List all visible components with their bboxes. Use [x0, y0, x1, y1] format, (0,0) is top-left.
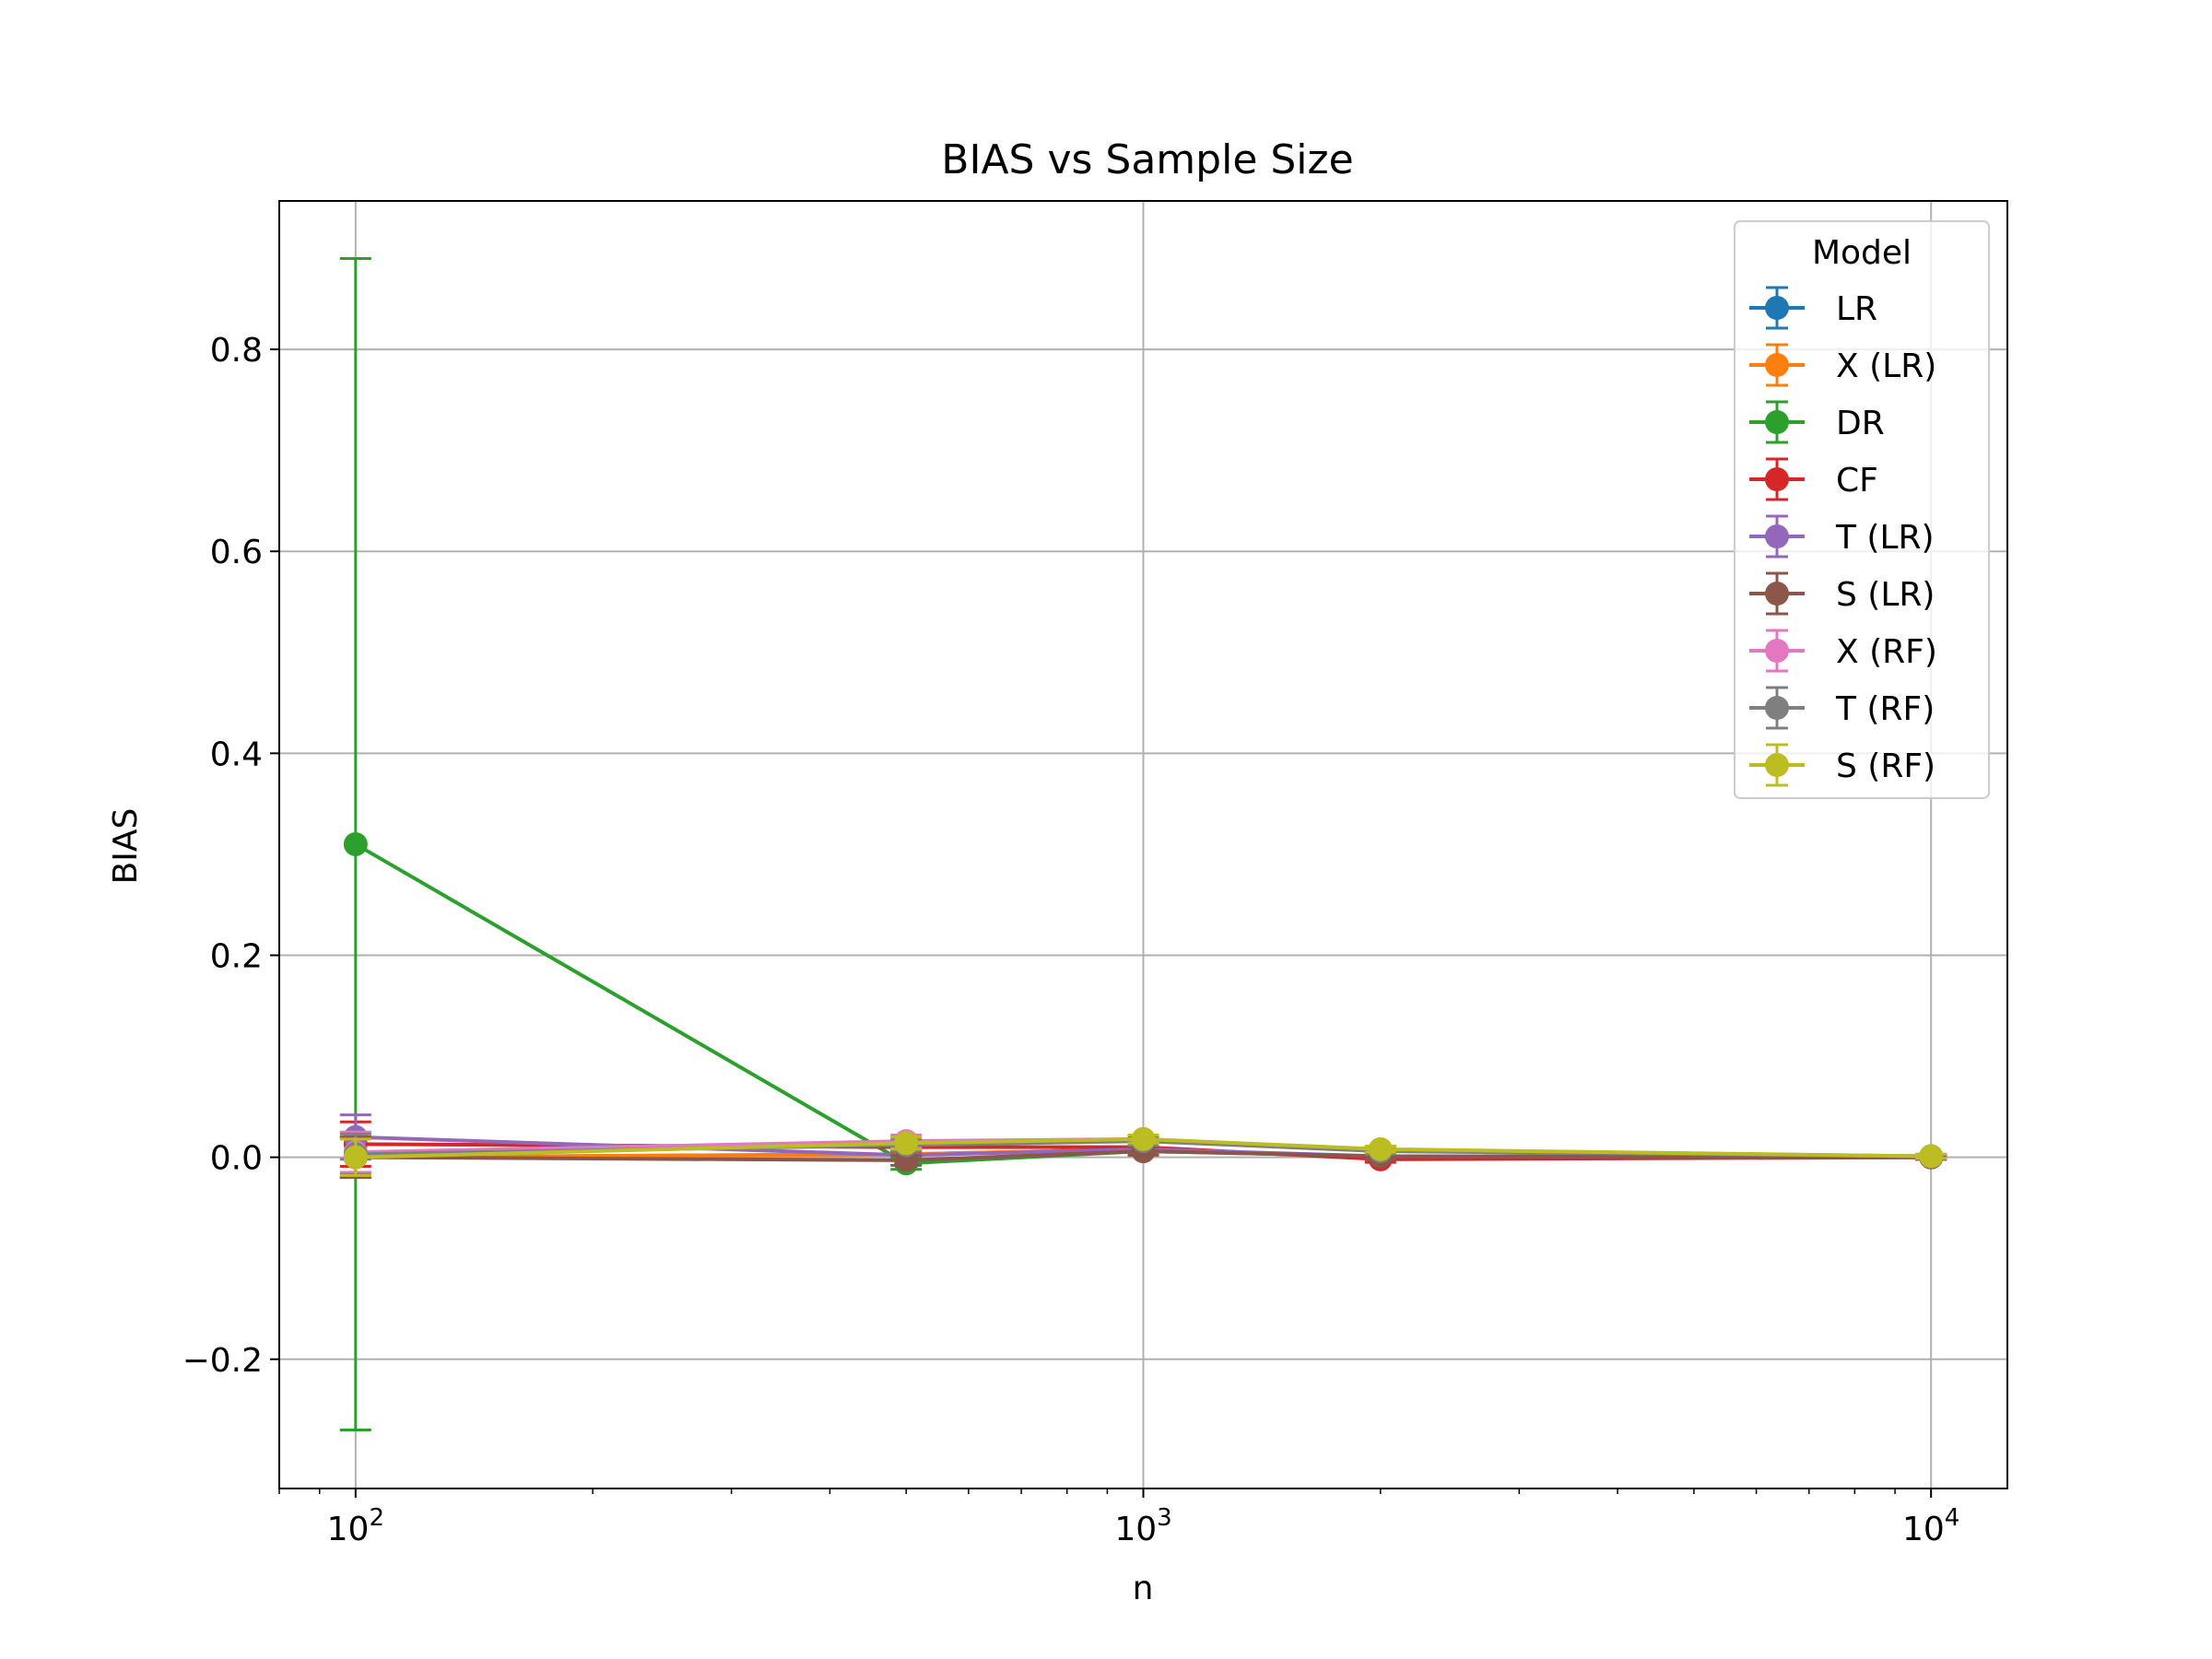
legend-label: S (RF): [1836, 747, 1936, 785]
legend-item: T (RF): [1749, 686, 1935, 730]
y-tick-label: 0.2: [210, 937, 263, 975]
y-tick-label: 0.0: [210, 1140, 263, 1178]
legend-label: LR: [1836, 290, 1877, 328]
data-point: [1131, 1126, 1156, 1151]
x-tick-label: 103: [1114, 1504, 1171, 1548]
legend-label: S (LR): [1836, 576, 1935, 614]
chart-title: BIAS vs Sample Size: [941, 136, 1353, 183]
legend: Model LR X (LR) DR CF T (LR) S (LR) X (RF) T (RF…: [1734, 220, 1990, 799]
series-s-rf: [339, 1126, 1947, 1177]
data-point: [1919, 1144, 1944, 1169]
legend-title: Model: [1812, 234, 1912, 272]
x-axis: 102 103 104: [278, 1488, 1959, 1548]
x-tick-base: 10: [1114, 1511, 1157, 1548]
series-layer: [339, 256, 1947, 1431]
legend-item: X (LR): [1749, 343, 1936, 387]
data-point: [343, 1145, 368, 1170]
legend-item: S (LR): [1749, 571, 1935, 616]
data-point: [894, 1131, 919, 1156]
legend-label: T (RF): [1835, 690, 1935, 728]
y-tick-label: 0.8: [210, 332, 263, 370]
legend-marker: [1765, 639, 1789, 663]
legend-label: T (LR): [1835, 519, 1935, 557]
legend-marker: [1765, 524, 1789, 548]
legend-marker: [1765, 467, 1789, 491]
x-axis-label: n: [1133, 1570, 1154, 1607]
y-tick-label: 0.6: [210, 534, 263, 571]
x-tick-label: 104: [1902, 1504, 1959, 1548]
legend-label: CF: [1836, 462, 1878, 500]
legend-marker: [1765, 296, 1789, 320]
y-tick-label: −0.2: [182, 1342, 263, 1380]
data-point: [1368, 1136, 1393, 1161]
x-tick-base: 10: [327, 1511, 370, 1548]
x-tick-exponent: 2: [369, 1504, 384, 1532]
legend-label: X (LR): [1836, 347, 1936, 385]
x-tick-base: 10: [1902, 1511, 1945, 1548]
legend-marker: [1765, 582, 1789, 606]
legend-marker: [1765, 353, 1789, 377]
legend-item: X (RF): [1749, 629, 1937, 673]
y-tick-label: 0.4: [210, 735, 263, 773]
x-tick-exponent: 4: [1945, 1504, 1960, 1532]
legend-item: CF: [1749, 457, 1878, 501]
data-point: [343, 831, 368, 856]
legend-marker: [1765, 410, 1789, 434]
legend-item: LR: [1749, 286, 1877, 330]
x-tick-exponent: 3: [1157, 1504, 1172, 1532]
x-tick-label: 102: [327, 1504, 384, 1548]
legend-label: X (RF): [1836, 633, 1937, 671]
legend-marker: [1765, 696, 1789, 720]
legend-label: DR: [1836, 405, 1885, 442]
legend-item: T (LR): [1749, 514, 1935, 559]
y-axis: −0.2 0.0 0.2 0.4 0.6 0.8: [182, 332, 279, 1380]
legend-item: S (RF): [1749, 743, 1936, 787]
legend-marker: [1765, 753, 1789, 777]
y-axis-label: BIAS: [107, 808, 145, 885]
legend-item: DR: [1749, 400, 1885, 444]
